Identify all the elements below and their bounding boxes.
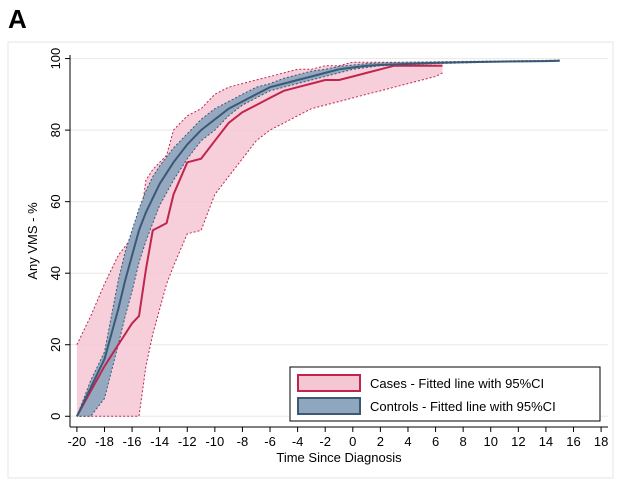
- y-tick-label: 20: [48, 337, 63, 351]
- line-cases: [76, 64, 443, 417]
- y-tick-label: 40: [48, 266, 63, 280]
- x-tick-label: -6: [264, 434, 276, 449]
- x-tick-label: 2: [377, 434, 384, 449]
- x-tick-label: 6: [432, 434, 439, 449]
- legend-swatch-controls: [297, 397, 361, 415]
- y-tick-label: 80: [48, 123, 63, 137]
- band-upper-cases: [76, 61, 443, 345]
- x-tick-label: -14: [150, 434, 169, 449]
- band-upper-controls: [76, 59, 560, 417]
- x-tick-label: 18: [594, 434, 608, 449]
- legend-swatch-cases: [297, 374, 361, 392]
- y-axis-title: Any VMS - %: [25, 202, 40, 280]
- x-tick-label: 0: [349, 434, 356, 449]
- band-cases: [76, 62, 443, 417]
- x-tick-label: 14: [539, 434, 553, 449]
- x-tick-label: 8: [460, 434, 467, 449]
- y-tick-label: 100: [48, 48, 63, 70]
- y-ticks: 0 20 40 60 80 100: [48, 48, 70, 420]
- legend-label-controls: Controls - Fitted line with 95%CI: [370, 399, 556, 414]
- x-tick-label: 10: [484, 434, 498, 449]
- line-controls: [75, 59, 560, 417]
- outer-border: [7, 41, 614, 479]
- x-tick-label: -10: [205, 434, 224, 449]
- legend: Cases - Fitted line with 95%CI Controls …: [289, 366, 601, 422]
- x-ticks: -20 -18 -16 -14 -12 -10 -8 -6 -4 -2 0 2 4 6 8 10 12 14 16 1…: [67, 427, 608, 449]
- x-tick-label: -20: [67, 434, 86, 449]
- x-tick-label: -12: [178, 434, 197, 449]
- x-tick-label: -4: [292, 434, 304, 449]
- legend-label-cases: Cases - Fitted line with 95%CI: [370, 376, 544, 391]
- x-axis-title: Time Since Diagnosis: [276, 450, 402, 465]
- fitted-lines: [75, 59, 560, 417]
- x-tick-label: -8: [237, 434, 249, 449]
- x-tick-label: 16: [566, 434, 580, 449]
- x-tick-label: 4: [404, 434, 411, 449]
- panel-letter: A: [8, 4, 27, 34]
- x-tick-label: -18: [95, 434, 114, 449]
- x-tick-label: -16: [123, 434, 142, 449]
- confidence-bands: [76, 59, 560, 417]
- y-tick-label: 0: [48, 413, 63, 420]
- x-tick-label: 12: [511, 434, 525, 449]
- y-tick-label: 60: [48, 194, 63, 208]
- x-tick-label: -2: [319, 434, 331, 449]
- band-lower-cases: [76, 72, 443, 417]
